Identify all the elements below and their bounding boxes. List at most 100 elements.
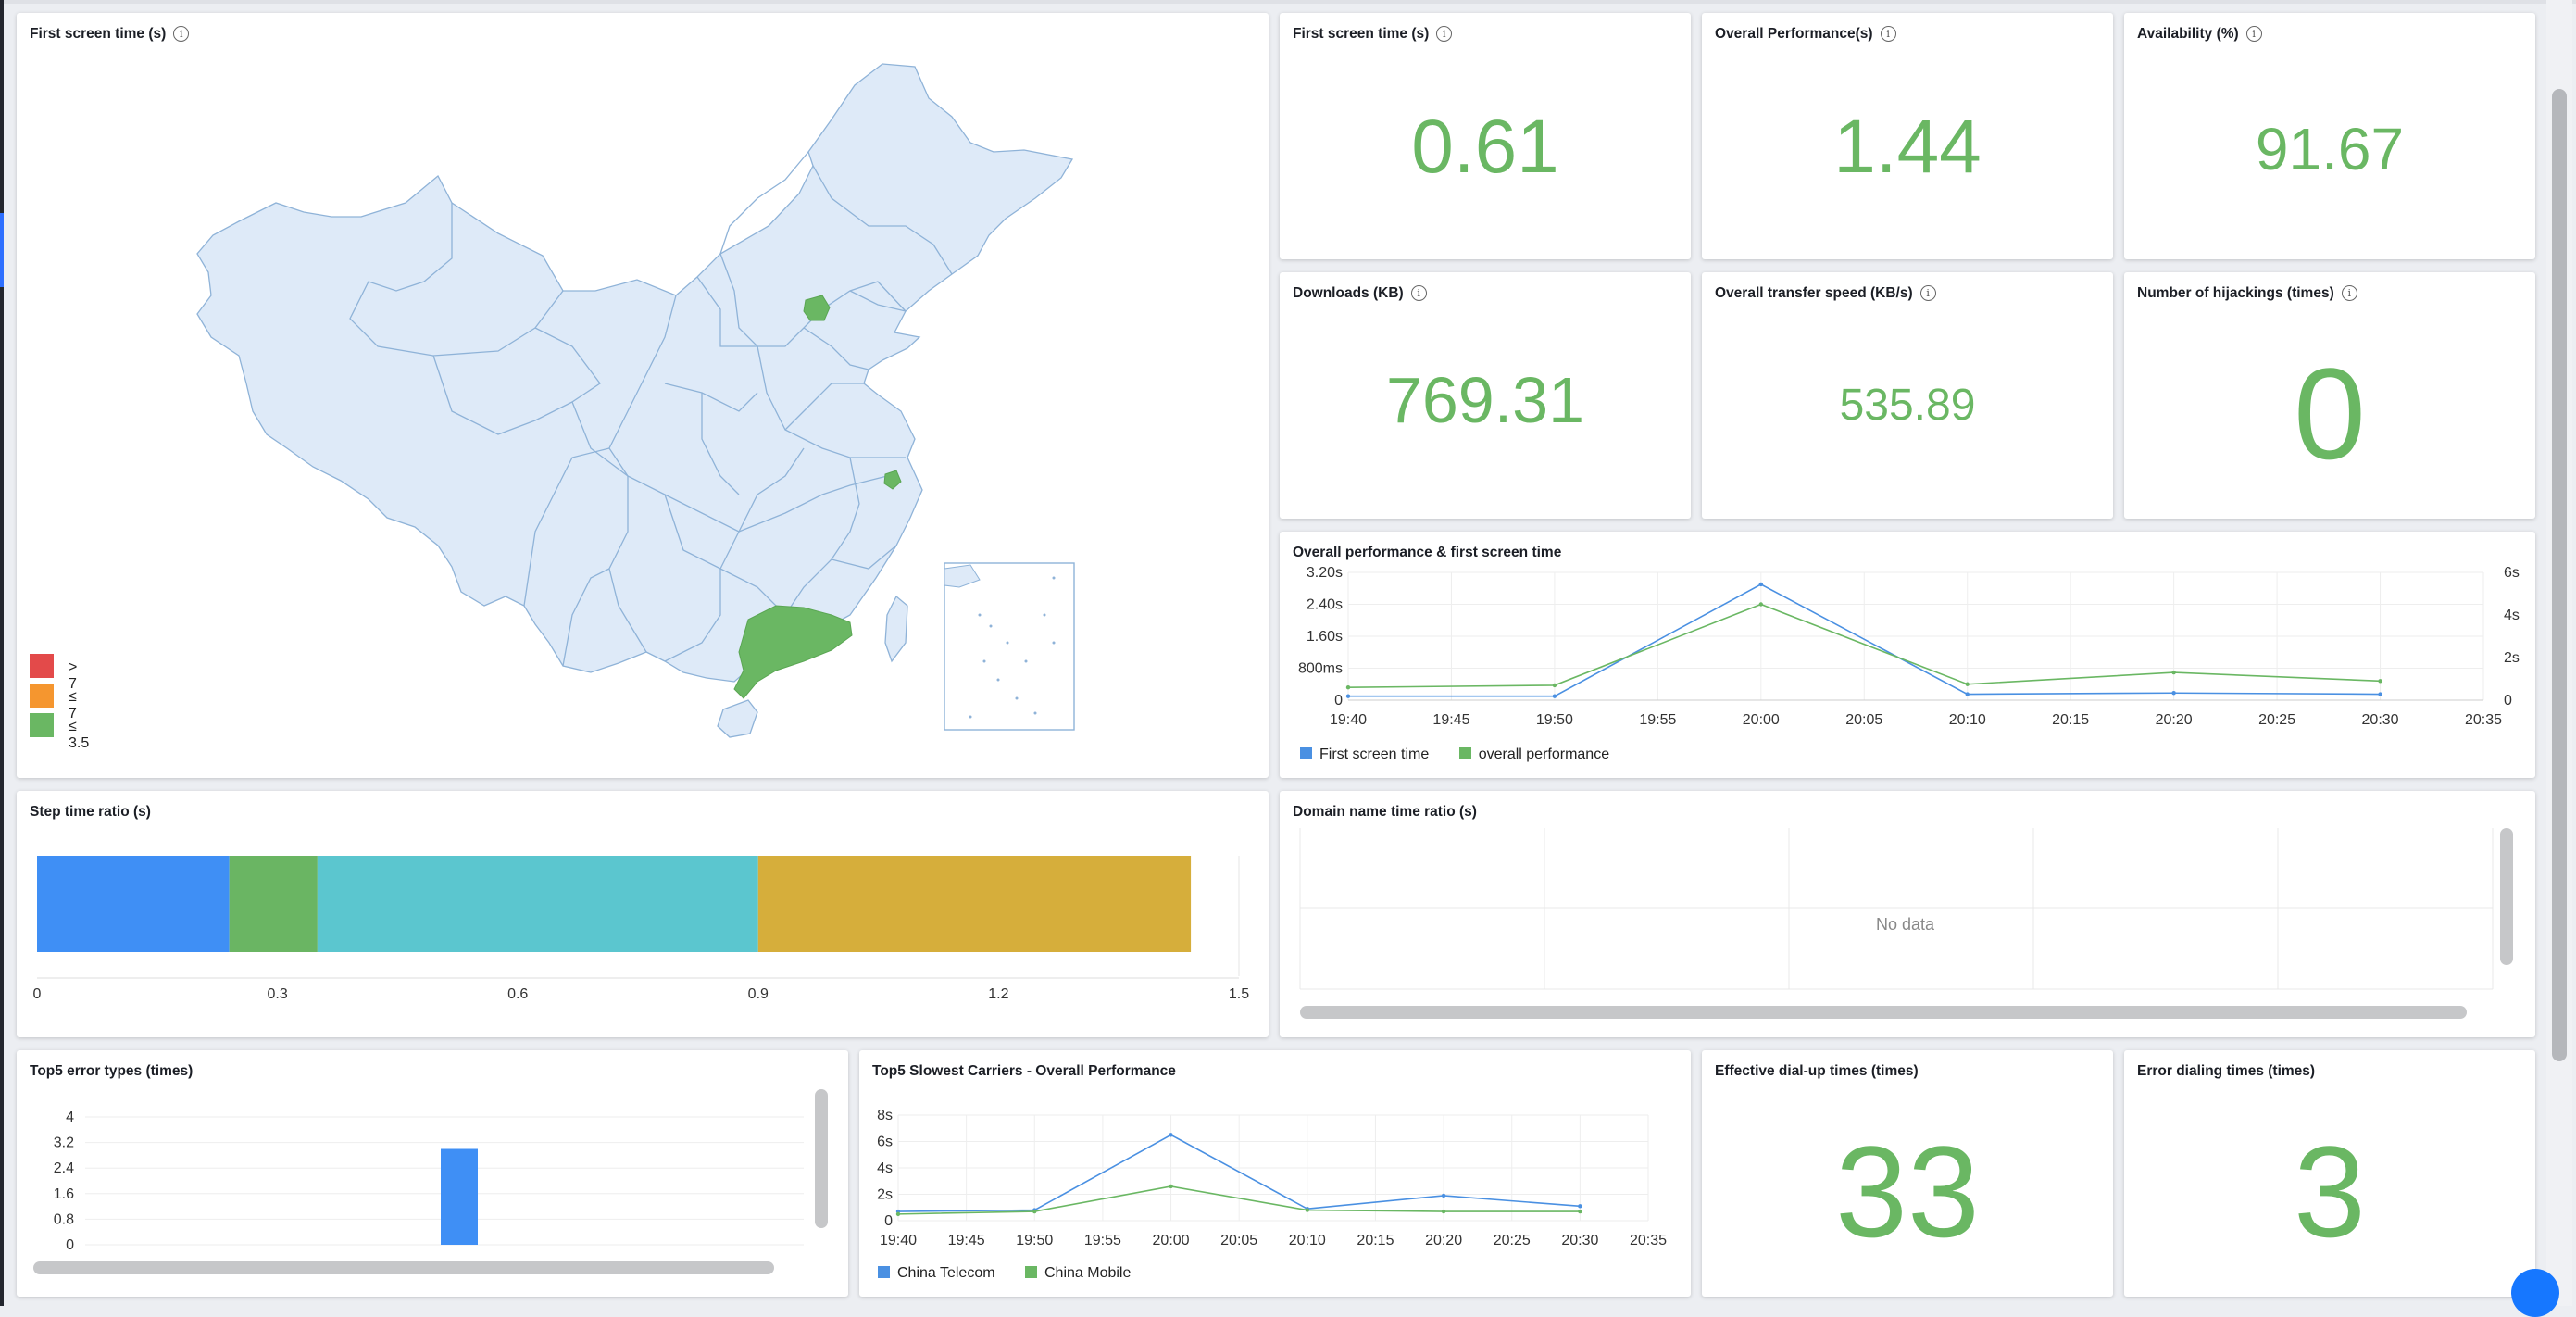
data-point	[895, 1211, 901, 1217]
x-tick-label: 20:05	[1845, 712, 1882, 728]
info-icon[interactable]: i	[1436, 26, 1453, 42]
legend-item[interactable]: ≤ 7	[30, 684, 77, 721]
domain-chart-panel: Domain name time ratio (s) No data	[1280, 791, 2535, 1037]
legend-label: China Telecom	[897, 1265, 995, 1281]
kpi-value: 91.67	[2255, 116, 2405, 182]
y-tick-label: 1.6	[54, 1186, 74, 1202]
domain-chart-title: Domain name time ratio (s)	[1293, 804, 1477, 820]
y-right-tick-label: 4s	[2504, 608, 2520, 623]
domain-horizontal-scrollbar[interactable]	[1300, 1006, 2467, 1019]
x-tick-label: 19:50	[1016, 1233, 1053, 1248]
data-point	[1305, 1208, 1310, 1212]
x-tick-label: 0.3	[267, 986, 287, 1002]
data-point	[2171, 670, 2176, 675]
kpi-downloads: Downloads (KB) i 769.31	[1280, 272, 1691, 519]
legend-label: > 7	[69, 659, 78, 692]
y-tick-label: 4s	[877, 1160, 893, 1176]
x-tick-label: 20:00	[1153, 1233, 1190, 1248]
data-point	[1578, 1209, 1582, 1214]
x-tick-label: 20:15	[1357, 1233, 1394, 1248]
data-point	[1169, 1184, 1173, 1189]
legend-item[interactable]: China Telecom	[878, 1265, 995, 1281]
y-tick-label: 0.8	[54, 1211, 74, 1227]
error-chart-title: Top5 error types (times)	[30, 1063, 194, 1079]
data-point	[1169, 1133, 1173, 1137]
info-icon[interactable]: i	[2341, 285, 2357, 301]
info-icon[interactable]: i	[173, 26, 190, 42]
legend-swatch	[30, 713, 54, 737]
legend-item[interactable]: China Mobile	[1025, 1265, 1131, 1281]
legend-item[interactable]: ≤ 3.5	[30, 713, 89, 751]
y-left-tick-label: 2.40s	[1307, 597, 1343, 613]
error-chart-panel: Top5 error types (times) 0 0.8 1.6 2.4 3.2 4	[17, 1050, 848, 1297]
kpi-value: 0.61	[1411, 105, 1559, 189]
kpi-first-screen-time: First screen time (s) i 0.61	[1280, 13, 1691, 259]
perf-legend: First screen time overall performance	[1300, 746, 1609, 763]
kpi-value: 3	[2294, 1119, 2366, 1264]
info-icon[interactable]: i	[2245, 26, 2262, 42]
y-right-tick-label: 2s	[2504, 650, 2520, 666]
y-left-tick-label: 0	[1334, 693, 1343, 709]
legend-item[interactable]: overall performance	[1458, 746, 1609, 762]
x-tick-label: 19:55	[1639, 712, 1676, 728]
kpi-title: Error dialing times (times)	[2137, 1063, 2316, 1079]
data-point	[1965, 682, 1970, 686]
y-tick-label: 4	[66, 1110, 74, 1125]
perf-line-chart[interactable]: 19:40 19:45 19:50 19:55 20:00 20:05 20:10 20:15…	[1280, 532, 2535, 778]
info-icon[interactable]: i	[1919, 285, 1936, 301]
x-tick-label: 20:15	[2052, 712, 2089, 728]
legend-label: ≤ 7	[69, 689, 77, 721]
data-point	[1441, 1209, 1446, 1214]
y-left-tick-label: 800ms	[1298, 661, 1343, 677]
info-icon[interactable]: i	[1410, 285, 1427, 301]
error-horizontal-scrollbar[interactable]	[33, 1261, 774, 1274]
data-point	[2171, 691, 2176, 696]
x-tick-label: 20:10	[1949, 712, 1986, 728]
kpi-title: Overall Performance(s) i	[1715, 26, 1896, 43]
no-data-text: No data	[1876, 915, 1935, 934]
kpi-overall-performance: Overall Performance(s) i 1.44	[1702, 13, 2113, 259]
legend-swatch	[30, 684, 54, 708]
support-chat-button[interactable]	[2511, 1269, 2559, 1317]
legend-item[interactable]: First screen time	[1300, 746, 1429, 762]
info-icon[interactable]: i	[1880, 26, 1896, 42]
legend-item[interactable]: > 7	[30, 654, 77, 692]
bar	[441, 1148, 478, 1245]
page-scrollbar[interactable]	[2552, 89, 2567, 1061]
map-highlights[interactable]	[733, 295, 902, 699]
bar-segment	[229, 856, 318, 952]
kpi-title: First screen time (s) i	[1293, 26, 1453, 43]
carrier-line-chart[interactable]: 19:40 19:45 19:50 19:55 20:00 20:05 20:10 20:15…	[859, 1050, 1691, 1297]
map-provinces[interactable]	[196, 63, 1074, 738]
x-tick-label: 20:20	[1425, 1233, 1462, 1248]
map-panel-title: First screen time (s) i	[30, 26, 190, 43]
kpi-title: Availability (%) i	[2137, 26, 2262, 43]
kpi-title: Effective dial-up times (times)	[1715, 1063, 1919, 1079]
x-tick-label: 20:20	[2156, 712, 2193, 728]
data-point	[2378, 692, 2382, 696]
y-tick-label: 8s	[877, 1108, 893, 1123]
kpi-value: 769.31	[1385, 364, 1585, 436]
bar-segment	[317, 856, 758, 952]
x-tick-label: 0	[33, 986, 42, 1002]
step-chart-panel: Step time ratio (s) 0 0.3 0.6 0.9 1.2 1.5	[17, 791, 1269, 1037]
error-vertical-scrollbar[interactable]	[815, 1089, 828, 1228]
y-tick-label: 2s	[877, 1187, 893, 1203]
kpi-value: 33	[1835, 1119, 1980, 1264]
data-point	[1758, 602, 1764, 607]
error-bar-chart[interactable]: 0 0.8 1.6 2.4 3.2 4	[17, 1050, 848, 1297]
kpi-value: 0	[2294, 341, 2366, 486]
domain-vertical-scrollbar[interactable]	[2500, 828, 2513, 965]
legend-label: ≤ 3.5	[69, 719, 90, 751]
y-tick-label: 2.4	[54, 1160, 74, 1176]
x-tick-label: 20:35	[1630, 1233, 1667, 1248]
kpi-error-dialing: Error dialing times (times) 3	[2124, 1050, 2535, 1297]
bar-segment	[37, 856, 230, 952]
x-tick-label: 0.6	[507, 986, 528, 1002]
step-stacked-bar[interactable]: 0 0.3 0.6 0.9 1.2 1.5	[17, 791, 1269, 1037]
china-map	[196, 63, 1075, 738]
x-tick-label: 20:10	[1289, 1233, 1326, 1248]
x-tick-label: 1.5	[1229, 986, 1249, 1002]
map-legend: > 7 ≤ 7 ≤ 3.5	[30, 654, 89, 751]
south-china-sea-inset	[944, 562, 1075, 731]
